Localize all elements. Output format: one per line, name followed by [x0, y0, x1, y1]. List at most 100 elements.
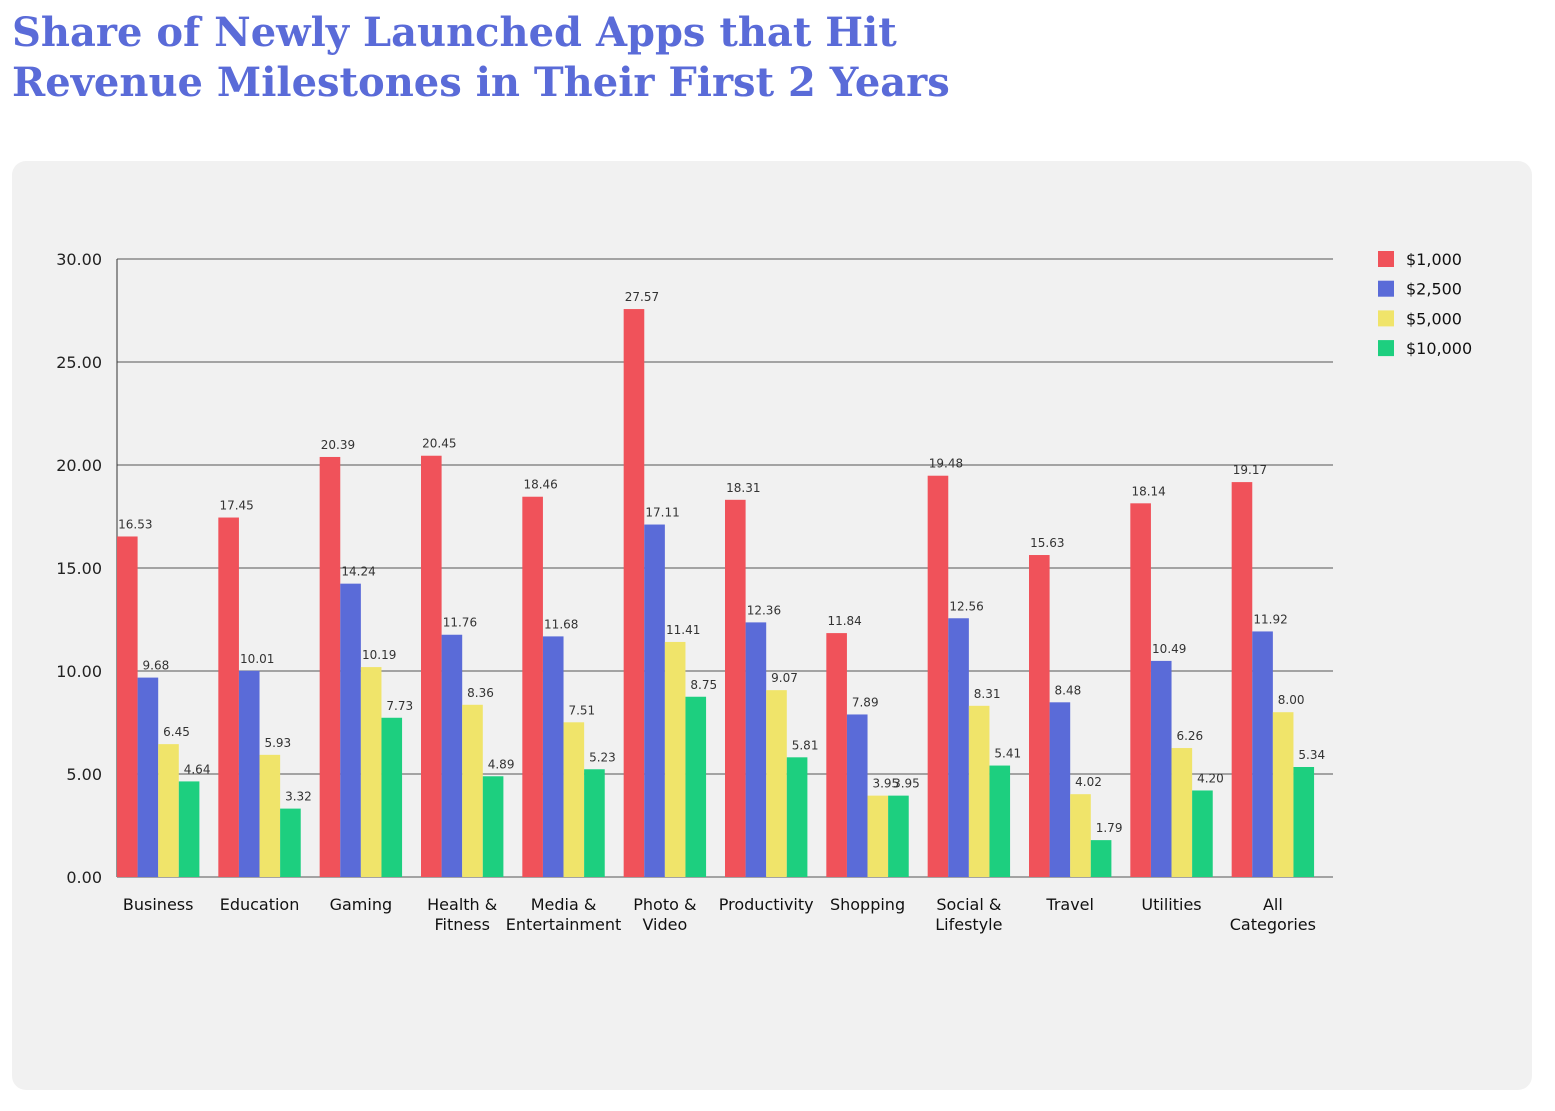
data-label: 20.39 — [321, 438, 355, 452]
x-tick-label-line: Fitness — [434, 915, 489, 934]
data-label: 12.56 — [949, 599, 983, 613]
bar — [441, 634, 463, 877]
data-label: 16.53 — [118, 517, 152, 531]
data-label: 15.63 — [1030, 536, 1064, 550]
data-label: 12.36 — [747, 603, 781, 617]
x-tick-label: Shopping — [830, 895, 905, 914]
legend-swatch — [1378, 280, 1394, 297]
data-label: 7.73 — [386, 699, 413, 713]
x-tick-label: Social & Lifestyle — [935, 895, 1002, 934]
x-tick-label-line: Lifestyle — [935, 915, 1002, 934]
data-label: 11.76 — [443, 616, 477, 630]
y-tick-label: 5.00 — [66, 765, 102, 784]
data-label: 7.89 — [852, 695, 879, 709]
x-tick-label: Business — [123, 895, 194, 914]
bar — [1150, 660, 1172, 877]
bar — [766, 690, 787, 877]
y-tick-label: 0.00 — [66, 868, 102, 887]
data-label: 5.81 — [792, 738, 819, 752]
bar — [360, 667, 382, 877]
x-tick-label-line: Business — [123, 895, 194, 914]
y-tick-label: 20.00 — [56, 456, 102, 475]
bar — [280, 808, 301, 877]
data-label: 18.31 — [726, 481, 760, 495]
x-tick-label-line: Video — [642, 915, 687, 934]
bar — [584, 769, 605, 877]
data-label: 7.51 — [568, 703, 595, 717]
chart-title-line: Revenue Milestones in Their First 2 Year… — [12, 59, 950, 106]
data-label: 5.93 — [264, 736, 291, 750]
bar — [421, 455, 442, 877]
bar — [867, 795, 889, 877]
data-label: 5.23 — [589, 750, 616, 764]
x-tick-label: Health & Fitness — [427, 895, 497, 934]
x-tick-label-line: Shopping — [830, 895, 905, 914]
data-label: 8.75 — [690, 678, 717, 692]
data-label: 11.92 — [1253, 612, 1287, 626]
data-label: 17.11 — [645, 506, 679, 520]
data-label: 11.41 — [666, 623, 700, 637]
bar — [826, 633, 847, 877]
bar — [117, 536, 138, 877]
x-tick-label-line: Media & — [531, 895, 597, 914]
x-tick-label-line: Categories — [1230, 915, 1316, 934]
legend-label: $10,000 — [1406, 339, 1472, 358]
data-label: 10.01 — [240, 652, 274, 666]
legend-swatch — [1378, 340, 1394, 357]
bar — [319, 456, 341, 877]
data-label: 10.49 — [1152, 642, 1186, 656]
bar — [238, 670, 260, 877]
data-label: 10.19 — [362, 648, 396, 662]
bar — [1070, 794, 1091, 877]
data-label: 27.57 — [625, 290, 659, 304]
data-label: 6.26 — [1176, 729, 1203, 743]
data-label: 4.02 — [1075, 775, 1102, 789]
bar — [623, 309, 645, 878]
data-label: 19.48 — [929, 457, 963, 471]
data-label: 9.68 — [143, 659, 170, 673]
data-label: 14.24 — [341, 565, 375, 579]
data-label: 4.20 — [1197, 771, 1224, 785]
bar — [1293, 766, 1315, 877]
bar — [1049, 702, 1071, 877]
data-label: 11.68 — [544, 617, 578, 631]
bar — [725, 499, 746, 877]
bar — [1130, 503, 1151, 877]
x-tick-label: All Categories — [1230, 895, 1316, 934]
data-label: 19.17 — [1233, 463, 1267, 477]
data-label: 11.84 — [827, 614, 861, 628]
x-tick-label: Utilities — [1141, 895, 1201, 914]
bar — [644, 524, 665, 877]
chart-panel — [12, 161, 1532, 1090]
y-tick-label: 15.00 — [56, 559, 102, 578]
bar — [888, 795, 909, 877]
bar — [786, 757, 808, 877]
legend-label: $2,500 — [1406, 280, 1462, 299]
bar — [927, 475, 949, 877]
bar — [259, 754, 281, 877]
data-label: 8.48 — [1055, 683, 1082, 697]
x-tick-label: Media & Entertainment — [506, 895, 621, 934]
x-tick-label: Education — [220, 895, 300, 914]
legend-label: $1,000 — [1406, 250, 1462, 269]
x-tick-label-line: Education — [220, 895, 300, 914]
x-tick-label-line: Entertainment — [506, 915, 621, 934]
x-tick-label: Gaming — [330, 895, 393, 914]
data-label: 3.95 — [872, 777, 899, 791]
data-label: 9.07 — [771, 671, 798, 685]
data-label: 17.45 — [219, 499, 253, 513]
data-label: 18.46 — [523, 478, 557, 492]
bar — [1171, 748, 1193, 877]
data-label: 5.41 — [994, 747, 1021, 761]
data-label: 8.36 — [467, 686, 494, 700]
x-tick-label-line: Social & — [936, 895, 1001, 914]
x-tick-label-line: Gaming — [330, 895, 393, 914]
x-tick-label-line: Travel — [1045, 895, 1094, 914]
y-tick-label: 10.00 — [56, 662, 102, 681]
data-label: 20.45 — [422, 437, 456, 451]
bar — [1090, 840, 1112, 877]
bar — [340, 583, 361, 877]
data-label: 6.45 — [163, 725, 190, 739]
bar — [664, 641, 686, 877]
